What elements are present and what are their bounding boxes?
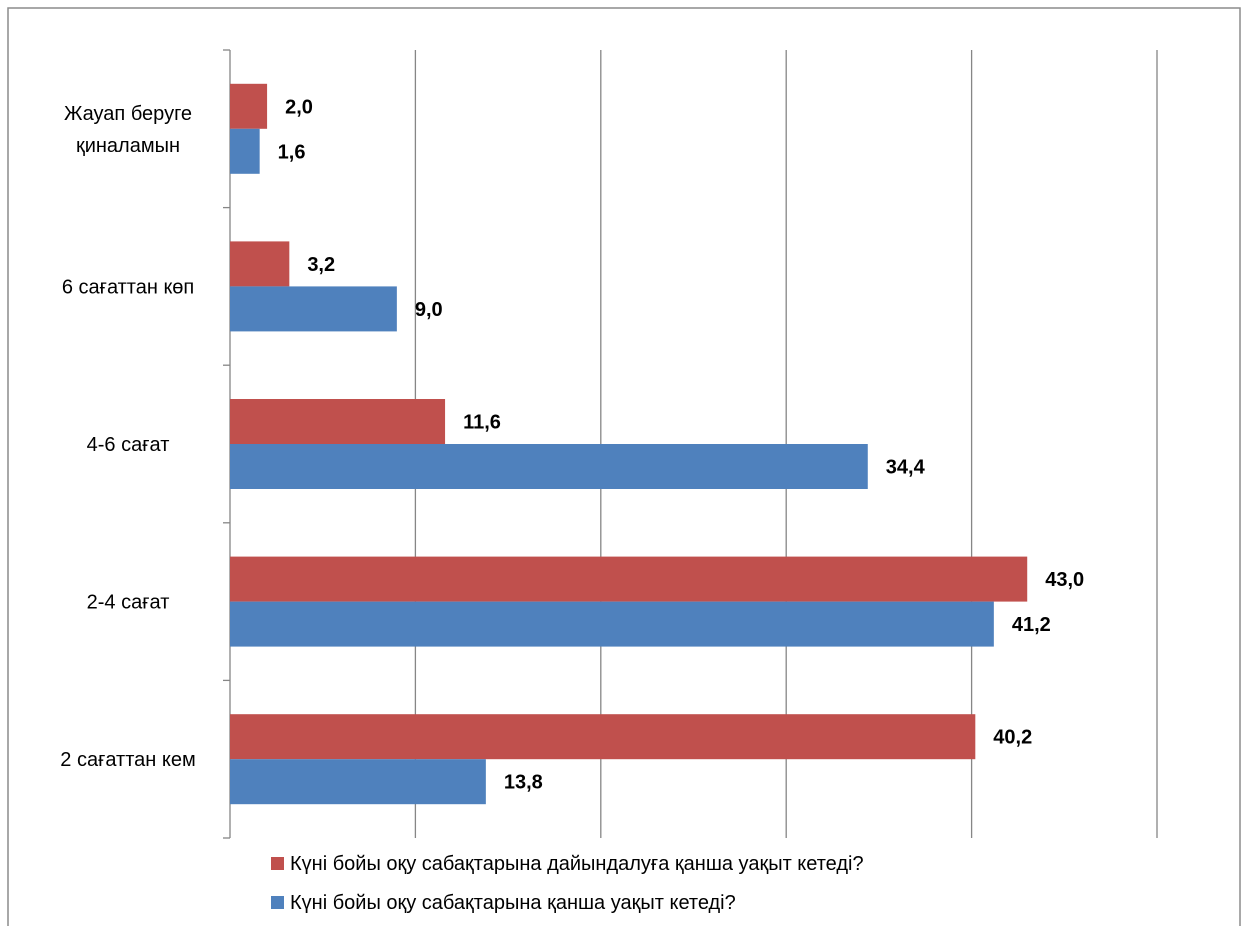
bar-series2-2 (230, 286, 397, 332)
data-label-series1-1: 2,0 (285, 96, 313, 118)
legend: Күні бойы оқу сабақтарына дайындалуға қа… (271, 853, 864, 914)
category-label-5: 2 сағаттан кем (60, 749, 195, 771)
data-label-series1-2: 3,2 (307, 254, 335, 276)
chart-border (7, 7, 1241, 926)
legend-swatch-2 (271, 896, 284, 909)
bar-series2-3 (230, 444, 868, 489)
data-label-series2-4: 41,2 (1012, 614, 1051, 636)
bars (230, 83, 1028, 805)
bar-series1-2 (230, 241, 290, 287)
bar-series1-5 (230, 714, 976, 760)
bar-series2-4 (230, 601, 994, 647)
bar-series2-1 (230, 128, 260, 174)
data-label-series1-5: 40,2 (993, 727, 1032, 749)
legend-label-2: Күні бойы оқу сабақтарына қанша уақыт ке… (290, 892, 736, 914)
data-label-series2-5: 13,8 (504, 772, 543, 794)
data-label-series2-1: 1,6 (278, 141, 306, 163)
category-label-1: Жауап беруге қиналамын (64, 103, 192, 157)
category-axis (223, 49, 231, 839)
category-label-4: 2-4 сағат (87, 592, 170, 614)
bar-series1-1 (230, 83, 268, 129)
category-labels: Жауап беруге қиналамын 6 сағаттан көп 4-6 с… (60, 103, 195, 771)
category-label-3: 4-6 сағат (87, 434, 170, 456)
data-label-series1-4: 43,0 (1045, 569, 1084, 591)
category-label-2: 6 сағаттан көп (62, 276, 194, 298)
data-label-series2-3: 34,4 (886, 457, 926, 479)
bar-series1-4 (230, 556, 1028, 602)
bar-series2-5 (230, 759, 486, 805)
data-labels: 2,0 1,6 3,2 9,0 11,6 34,4 43,0 41,2 40,2 13,8 (278, 96, 1084, 793)
legend-swatch-1 (271, 857, 284, 870)
bar-series1-3 (230, 399, 446, 444)
data-label-series1-3: 11,6 (463, 412, 501, 434)
data-label-series2-2: 9,0 (415, 299, 443, 321)
legend-label-1: Күні бойы оқу сабақтарына дайындалуға қа… (290, 853, 864, 875)
